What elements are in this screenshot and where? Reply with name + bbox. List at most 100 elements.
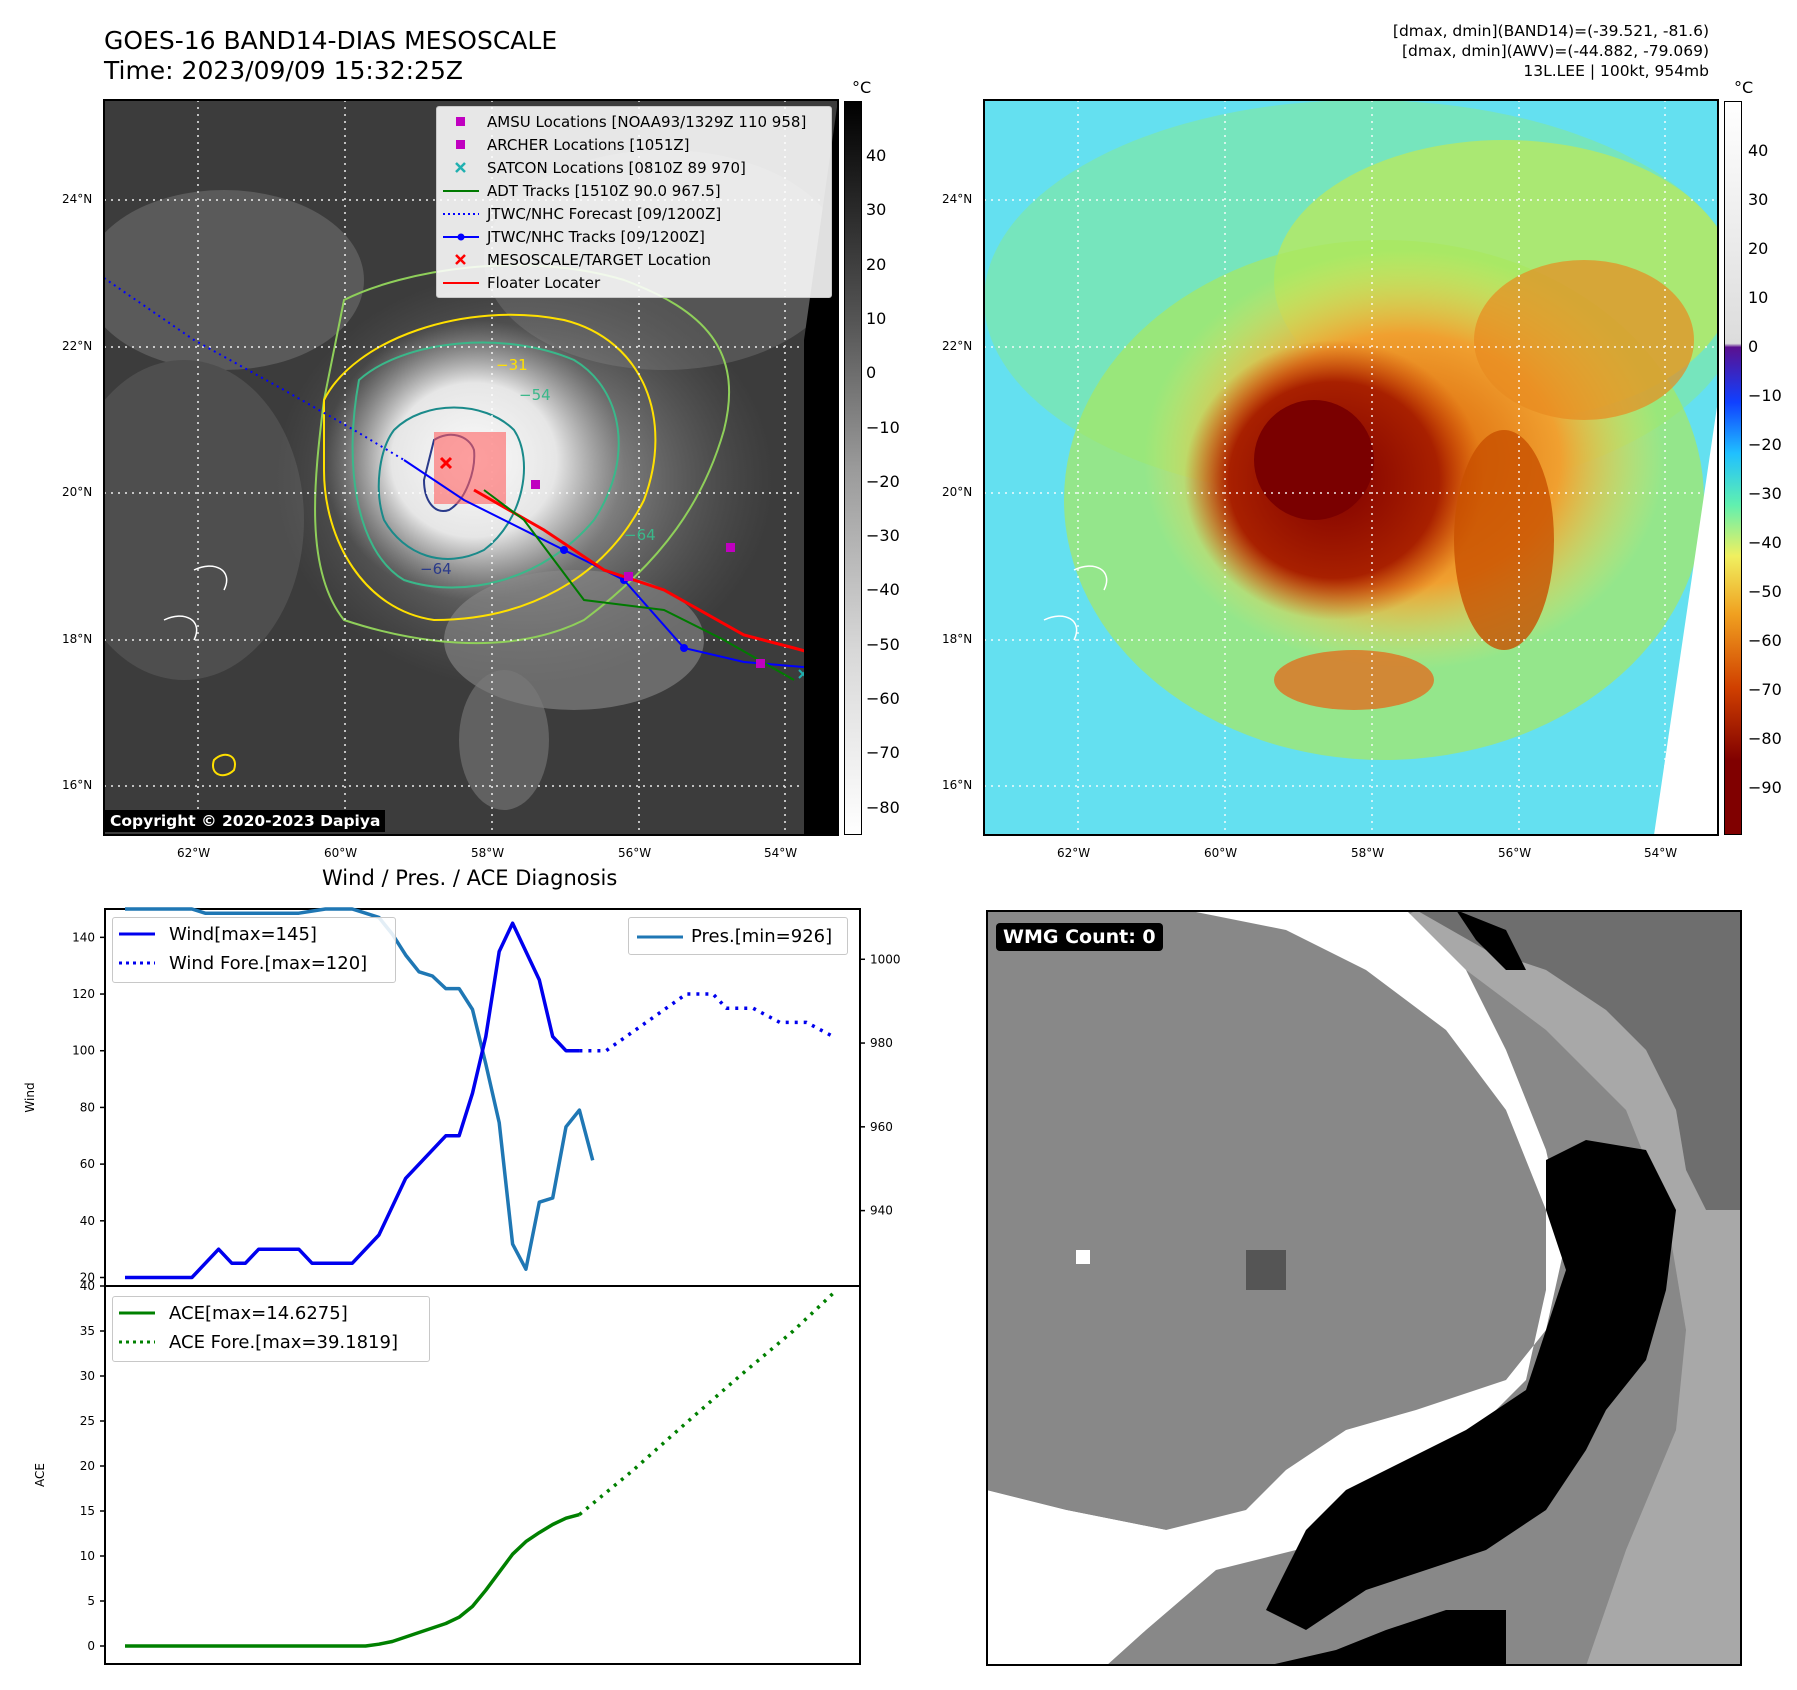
ace-ytick-label: 5 — [87, 1594, 95, 1608]
wind-ytick-label: 60 — [80, 1157, 95, 1171]
enh-lat-tick: 20°N — [942, 485, 973, 499]
legend-item-tracks: JTWC/NHC Tracks [09/1200Z] — [437, 226, 833, 248]
pressure-ytick-label: 940 — [870, 1204, 893, 1218]
enh-lon-tick: 56°W — [1498, 846, 1532, 860]
enhanced-colorbar-tick: −90 — [1748, 778, 1782, 797]
enhanced-colorbar-tick: −40 — [1748, 533, 1782, 552]
wind-series — [125, 921, 580, 1280]
ace-ytick-label: 40 — [80, 1279, 95, 1293]
ace-legend: ACE[max=14.6275] ACE Fore.[max=39.1819] — [112, 1296, 430, 1362]
ace-axis-label: ACE — [33, 1463, 47, 1487]
ir-lat-tick: 16°N — [62, 778, 93, 792]
enhanced-colorbar-tick: −30 — [1748, 484, 1782, 503]
ir-colorbar-tick: 20 — [866, 254, 887, 274]
ir-colorbar-tick: −70 — [866, 743, 900, 763]
wind-ytick-label: 40 — [80, 1214, 95, 1228]
contour-label-2: −54 — [519, 386, 551, 404]
pressure-ytick-label: 1000 — [870, 952, 900, 966]
wind-forecast-series — [579, 992, 835, 1053]
wind-pressure-chart: 204060801001201409409609801000WindPressu… — [23, 907, 900, 1665]
ir-lon-tick: 58°W — [471, 846, 505, 860]
legend-item-amsu: AMSU Locations [NOAA93/1329Z 110 958] — [437, 111, 833, 133]
ir-colorbar-unit: °C — [852, 78, 872, 97]
enhanced-satellite-map — [984, 100, 1718, 835]
ir-colorbar — [844, 101, 862, 835]
ir-colorbar-tick: −40 — [866, 580, 900, 600]
enh-lat-tick: 24°N — [942, 192, 973, 206]
map-title-line2: Time: 2023/09/09 15:32:25Z — [104, 56, 463, 85]
map-legend: AMSU Locations [NOAA93/1329Z 110 958] AR… — [436, 106, 832, 298]
ace-ytick-label: 20 — [80, 1459, 95, 1473]
enhanced-colorbar — [1724, 101, 1742, 835]
enhanced-colorbar-tick: −80 — [1748, 729, 1782, 748]
ir-colorbar-tick: 30 — [866, 200, 887, 220]
legend-item-satcon: SATCON Locations [0810Z 89 970] — [437, 157, 833, 179]
contour-label-1: −64 — [420, 560, 452, 578]
enh-lat-tick: 18°N — [942, 632, 973, 646]
ace-ytick-label: 35 — [80, 1324, 95, 1338]
wmg-count-badge: WMG Count: 0 — [996, 923, 1163, 951]
ace-forecast-series — [578, 1291, 835, 1516]
wind-ytick-label: 140 — [72, 930, 95, 944]
enh-lon-tick: 60°W — [1204, 846, 1238, 860]
enh-lon-tick: 62°W — [1057, 846, 1091, 860]
enhanced-colorbar-tick: 0 — [1748, 337, 1759, 356]
ir-colorbar-tick: 10 — [866, 308, 887, 328]
wind-legend: Wind[max=145] Wind Fore.[max=120] — [112, 917, 396, 983]
ace-series — [125, 1512, 580, 1648]
legend-item-floater: Floater Locater — [443, 274, 601, 292]
ace-ytick-label: 30 — [80, 1369, 95, 1383]
enhanced-colorbar-tick: 10 — [1748, 288, 1769, 307]
wind-ytick-label: 80 — [80, 1100, 95, 1114]
ir-colorbar-tick: −80 — [866, 797, 900, 817]
map-title-line1: GOES-16 BAND14-DIAS MESOSCALE — [104, 26, 558, 55]
pressure-series — [125, 907, 595, 1271]
legend-item-archer: ARCHER Locations [1051Z] — [437, 134, 833, 156]
enhanced-colorbar-tick: −60 — [1748, 631, 1782, 650]
pressure-ytick-label: 960 — [870, 1120, 893, 1134]
ir-lon-tick: 60°W — [324, 846, 358, 860]
ace-fore-legend-label: ACE Fore.[max=39.1819] — [169, 1332, 398, 1353]
ir-lat-tick: 18°N — [62, 632, 93, 646]
enhanced-colorbar-tick: 40 — [1748, 141, 1769, 160]
enhanced-map-frame — [983, 99, 1719, 836]
ir-colorbar-tick: 0 — [866, 363, 877, 383]
ir-colorbar-tick: −50 — [866, 634, 900, 654]
ace-ytick-label: 25 — [80, 1414, 95, 1428]
enhanced-colorbar-tick: −20 — [1748, 435, 1782, 454]
info-line3: 13L.LEE | 100kt, 954mb — [1523, 62, 1709, 80]
wind-axis-label: Wind — [23, 1082, 37, 1112]
pressure-legend: Pres.[min=926] — [628, 917, 848, 955]
ir-lon-tick: 62°W — [177, 846, 211, 860]
enhanced-colorbar-tick: 20 — [1748, 239, 1769, 258]
ir-colorbar-tick: −10 — [866, 417, 900, 437]
legend-item-forecast: JTWC/NHC Forecast [09/1200Z] — [443, 205, 722, 223]
enhanced-colorbar-tick: 30 — [1748, 190, 1769, 209]
ir-lat-tick: 22°N — [62, 339, 93, 353]
ace-axes-frame — [104, 1285, 861, 1665]
pressure-legend-label: Pres.[min=926] — [691, 926, 833, 947]
contour-label-3: −64 — [624, 526, 656, 544]
ir-map-frame — [103, 99, 839, 836]
wind-fore-legend-label: Wind Fore.[max=120] — [169, 953, 368, 974]
ace-ytick-label: 0 — [87, 1639, 95, 1653]
contour-label-4: −31 — [496, 356, 528, 374]
ace-ytick-label: 10 — [80, 1549, 95, 1563]
ir-lat-tick: 20°N — [62, 485, 93, 499]
wmg-panel — [986, 910, 1742, 1666]
ir-lat-tick: 24°N — [62, 192, 93, 206]
enhanced-colorbar-tick: −10 — [1748, 386, 1782, 405]
enh-lat-tick: 22°N — [942, 339, 973, 353]
info-line2: [dmax, dmin](AWV)=(-44.882, -79.069) — [1402, 42, 1709, 60]
enhanced-colorbar-tick: −50 — [1748, 582, 1782, 601]
diagnosis-title: Wind / Pres. / ACE Diagnosis — [322, 866, 618, 890]
wind-ytick-label: 120 — [72, 987, 95, 1001]
ace-ytick-label: 15 — [80, 1504, 95, 1518]
legend-item-adt: ADT Tracks [1510Z 90.0 967.5] — [443, 182, 721, 200]
ir-colorbar-tick: −20 — [866, 471, 900, 491]
enh-lat-tick: 16°N — [942, 778, 973, 792]
enh-lon-tick: 54°W — [1644, 846, 1678, 860]
ace-legend-label: ACE[max=14.6275] — [169, 1303, 348, 1324]
wind-legend-label: Wind[max=145] — [169, 924, 317, 945]
enhanced-colorbar-unit: °C — [1734, 78, 1754, 97]
